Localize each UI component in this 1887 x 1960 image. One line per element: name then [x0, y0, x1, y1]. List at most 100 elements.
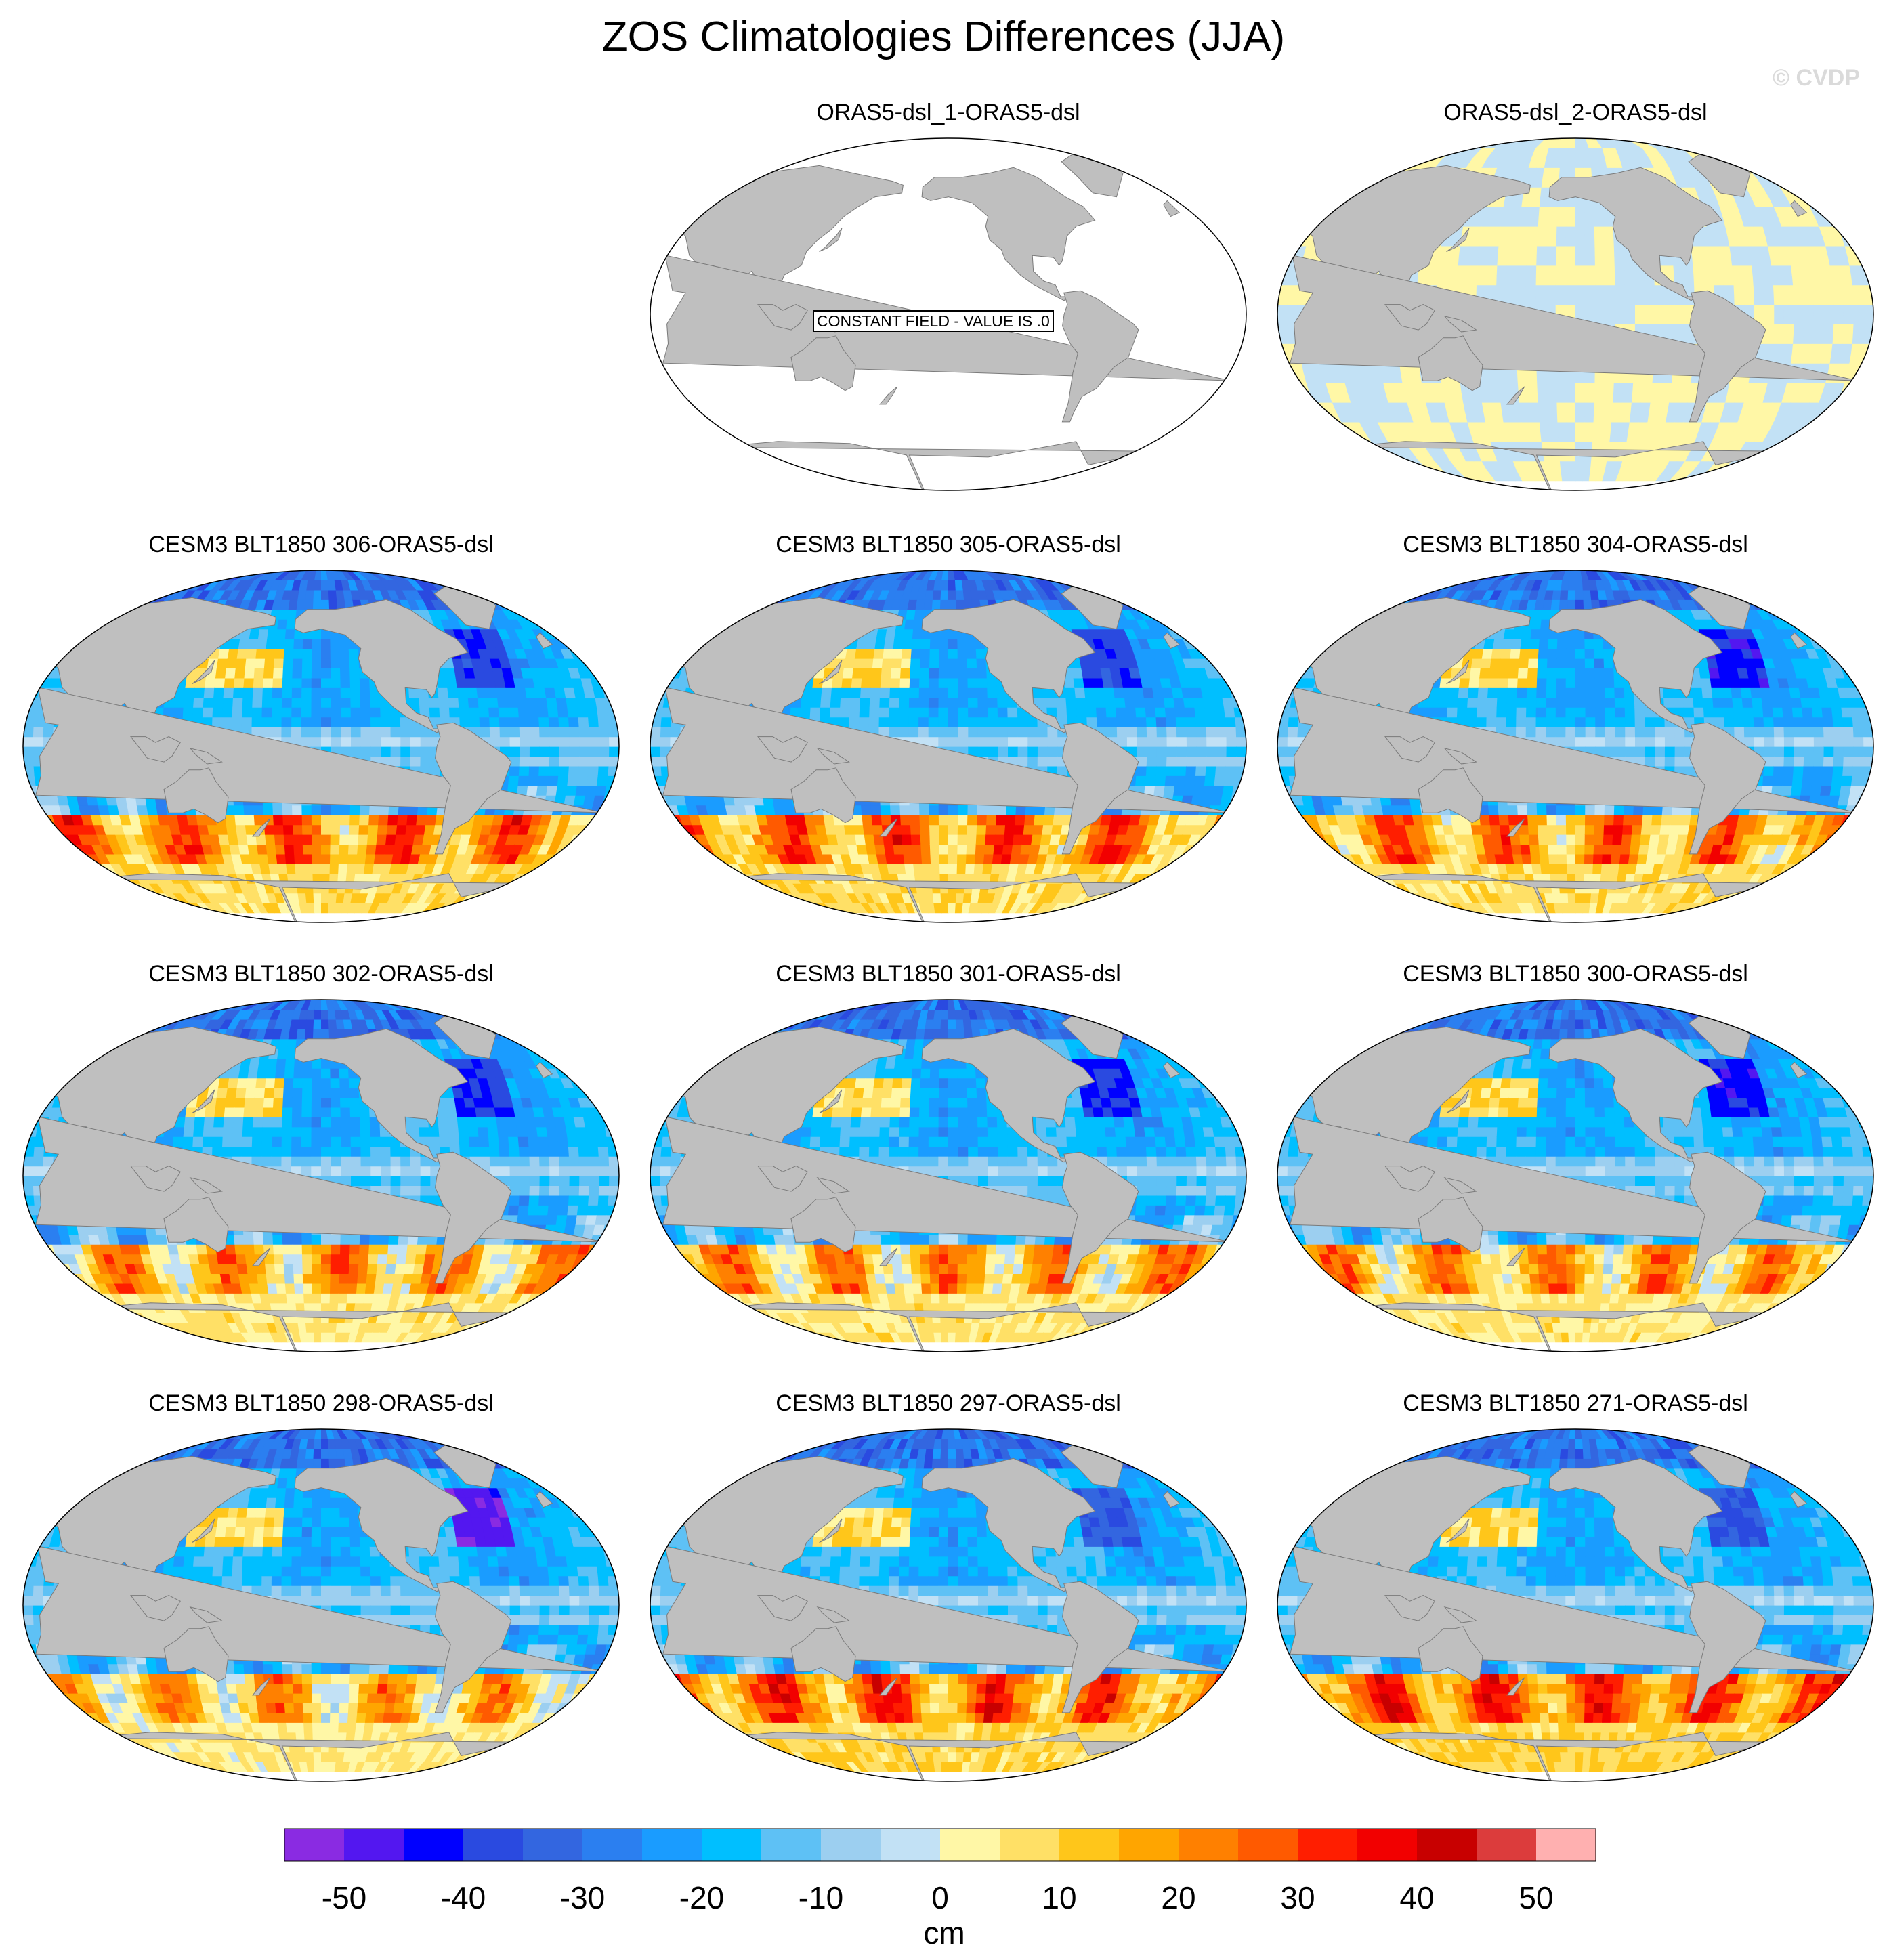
- field-cell: [390, 727, 401, 738]
- field-cell: [1786, 451, 1806, 462]
- field-cell: [1813, 314, 1825, 324]
- field-cell: [302, 648, 312, 659]
- field-cell: [213, 697, 224, 708]
- field-cell: [1673, 265, 1684, 276]
- field-cell: [301, 668, 312, 679]
- field-cell: [1822, 284, 1834, 295]
- field-cell: [247, 580, 261, 591]
- field-cell: [454, 668, 466, 679]
- indonesia-land: [1384, 304, 1435, 331]
- field-cell: [1384, 148, 1409, 158]
- field-cell: [1548, 421, 1559, 432]
- field-cell: [863, 873, 875, 884]
- field-cell: [268, 864, 279, 874]
- field-cell: [728, 864, 744, 874]
- field-cell: [1743, 226, 1756, 236]
- field-cell: [755, 570, 810, 580]
- field-cell: [51, 853, 67, 864]
- field-cell: [373, 853, 385, 864]
- field-cell: [1746, 412, 1760, 423]
- field-cell: [1777, 216, 1791, 227]
- field-cell: [856, 844, 868, 855]
- field-cell: [854, 589, 868, 600]
- field-cell: [1626, 431, 1638, 442]
- field-cell: [534, 873, 552, 884]
- field-cell: [366, 834, 378, 845]
- field-cell: [148, 883, 165, 894]
- field-cell: [1585, 383, 1595, 393]
- field-cell: [235, 824, 247, 835]
- watermark: © CVDP: [1773, 65, 1860, 91]
- field-cell: [1595, 304, 1606, 315]
- field-cell: [754, 805, 766, 815]
- field-cell: [1492, 207, 1504, 217]
- field-cell: [1497, 157, 1510, 168]
- field-cell: [196, 815, 208, 826]
- field-cell: [468, 834, 481, 845]
- field-cell: [509, 756, 520, 767]
- field-cell: [1364, 157, 1385, 168]
- field-cell: [1699, 138, 1750, 148]
- field-cell: [321, 717, 332, 727]
- field-cell: [147, 570, 198, 580]
- field-cell: [589, 727, 600, 738]
- field-cell: [247, 639, 259, 649]
- field-cell: [1656, 461, 1670, 471]
- field-cell: [1762, 187, 1778, 198]
- field-cell: [311, 687, 322, 698]
- field-cell: [1510, 412, 1522, 423]
- field-cell: [1772, 392, 1785, 403]
- field-cell: [503, 677, 516, 688]
- field-cell: [1401, 412, 1414, 423]
- field-cell: [1781, 353, 1793, 364]
- field-cell: [288, 599, 298, 610]
- field-cell: [1575, 236, 1586, 247]
- field-cell: [286, 619, 296, 630]
- field-cell: [262, 580, 275, 591]
- field-cell: [284, 629, 295, 639]
- field-cell: [711, 619, 727, 630]
- field-cell: [341, 746, 352, 757]
- field-cell: [755, 844, 769, 855]
- field-cell: [674, 795, 687, 806]
- field-cell: [1635, 471, 1649, 482]
- field-cell: [558, 853, 574, 864]
- field-cell: [1810, 265, 1822, 276]
- field-cell: [350, 697, 361, 708]
- field-cell: [1548, 412, 1558, 423]
- field-cell: [1480, 392, 1492, 403]
- field-cell: [1303, 372, 1317, 383]
- field-cell: [534, 589, 557, 600]
- field-cell: [1684, 333, 1695, 344]
- field-cell: [1546, 295, 1556, 305]
- field-cell: [1377, 148, 1403, 158]
- field-cell: [507, 903, 534, 914]
- field-cell: [1359, 421, 1374, 432]
- field-cell: [520, 736, 530, 747]
- field-cell: [1287, 236, 1300, 247]
- field-cell: [1338, 431, 1355, 442]
- field-cell: [1312, 187, 1329, 198]
- field-cell: [596, 815, 610, 826]
- field-cell: [1585, 275, 1596, 286]
- field-cell: [838, 903, 855, 914]
- field-cell: [321, 580, 329, 591]
- field-cell: [1519, 402, 1530, 412]
- field-cell: [1838, 255, 1850, 266]
- field-cell: [1477, 255, 1489, 266]
- field-cell: [1544, 461, 1554, 471]
- field-cell: [1670, 383, 1682, 393]
- field-cell: [57, 795, 69, 806]
- field-cell: [253, 668, 265, 679]
- field-cell: [1444, 402, 1457, 412]
- field-cell: [420, 746, 431, 757]
- field-cell: [1741, 216, 1754, 227]
- field-cell: [1863, 304, 1873, 315]
- field-cell: [1326, 383, 1338, 393]
- field-cell: [1450, 157, 1466, 168]
- field-cell: [1594, 236, 1605, 247]
- field-cell: [366, 844, 377, 855]
- field-cell: [713, 795, 725, 806]
- field-cell: [368, 580, 381, 591]
- field-cell: [358, 824, 369, 835]
